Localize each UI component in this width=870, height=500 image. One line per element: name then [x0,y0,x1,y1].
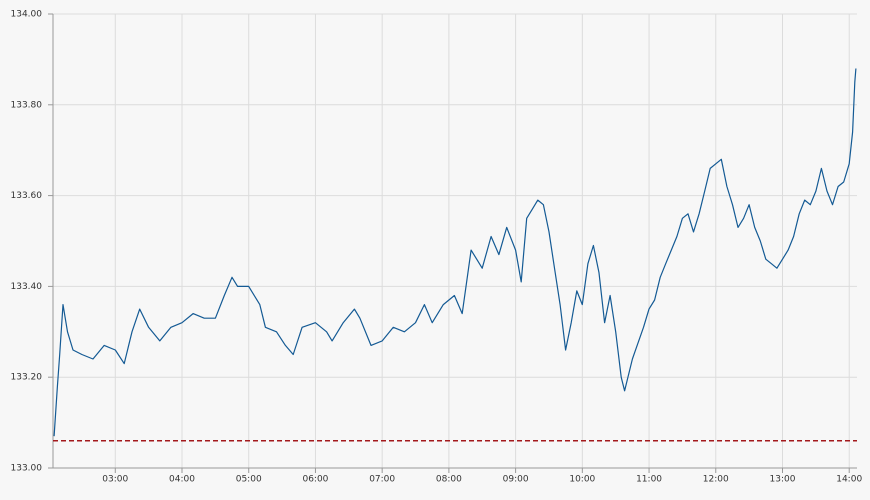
x-tick-label: 14:00 [836,475,862,485]
x-tick-label: 13:00 [770,475,796,485]
x-tick-label: 04:00 [169,475,195,485]
x-tick-label: 06:00 [302,475,328,485]
y-tick-label: 133.00 [11,464,43,474]
x-tick-label: 08:00 [436,475,462,485]
x-tick-label: 12:00 [703,475,729,485]
y-tick-label: 133.20 [11,373,43,383]
x-tick-label: 09:00 [503,475,529,485]
x-tick-label: 11:00 [636,475,662,485]
x-tick-label: 05:00 [236,475,262,485]
x-tick-label: 10:00 [569,475,595,485]
x-tick-label: 03:00 [102,475,128,485]
y-tick-label: 133.60 [11,191,43,201]
plot-area [53,14,857,468]
y-tick-label: 133.40 [11,282,43,292]
y-tick-label: 134.00 [11,10,43,20]
x-tick-label: 07:00 [369,475,395,485]
y-tick-label: 133.80 [11,100,43,110]
price-line [53,68,857,437]
